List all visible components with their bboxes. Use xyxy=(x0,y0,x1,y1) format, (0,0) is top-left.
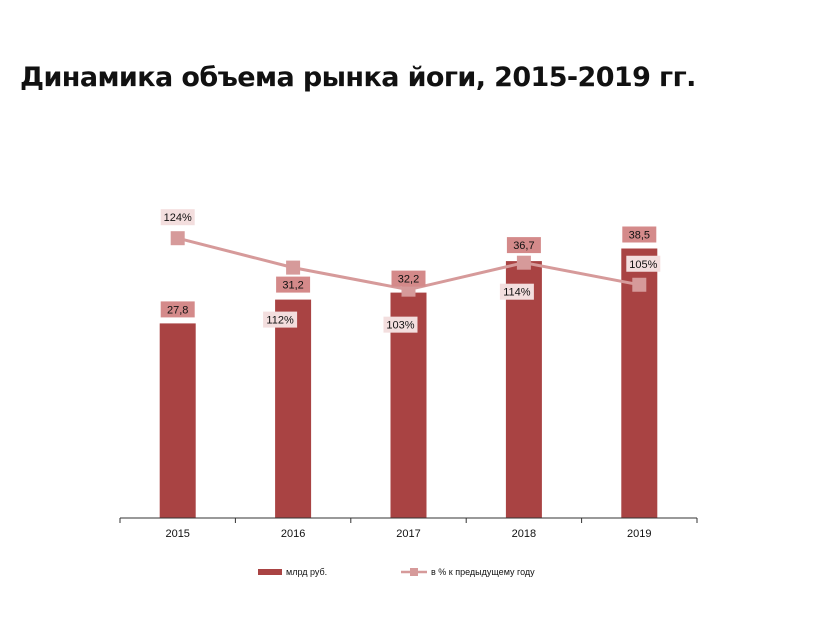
bar-label-2016: 31,2 xyxy=(282,280,303,292)
growth-marker-2015 xyxy=(170,231,185,246)
bar-label-2017-bg xyxy=(391,270,426,287)
legend-line-label: в % к предыдущему году xyxy=(431,567,535,577)
bar-label-2018: 36,7 xyxy=(513,240,534,252)
growth-label-2019: 105% xyxy=(629,259,657,271)
growth-label-2017: 103% xyxy=(386,320,414,332)
bar-2018 xyxy=(505,261,542,518)
x-axis: 2015 2016 2017 2018 2019 xyxy=(119,517,698,540)
growth-label-2017-bg xyxy=(383,316,418,333)
bar-label-2015: 27,8 xyxy=(167,304,188,316)
bar-label-2017: 32,2 xyxy=(398,274,419,286)
growth-marker-2016 xyxy=(286,260,301,275)
bar-label-2018-bg xyxy=(506,237,541,254)
bar-2015 xyxy=(159,323,196,518)
bar-label-2019: 38,5 xyxy=(629,230,650,242)
growth-label-2018: 114% xyxy=(503,287,531,299)
chart-title: Динамика объема рынка йоги, 2015-2019 гг… xyxy=(20,62,696,93)
bar-label-2015-bg xyxy=(160,301,195,318)
bar-label-2019-bg xyxy=(622,226,657,243)
x-tick-label-2019: 2019 xyxy=(627,528,651,540)
x-tick-label-2017: 2017 xyxy=(396,528,420,540)
x-tick-label-2015: 2015 xyxy=(165,528,189,540)
growth-label-2019-bg xyxy=(626,255,661,272)
bar-label-2016-bg xyxy=(276,276,311,293)
growth-label-2015-bg xyxy=(160,209,195,226)
bar-2016 xyxy=(275,299,312,518)
legend: млрд руб. в % к предыдущему году xyxy=(258,567,535,577)
growth-label-2016-bg xyxy=(263,311,298,328)
bar-2019 xyxy=(621,248,658,518)
legend-line-marker xyxy=(410,568,418,576)
legend-bar-label: млрд руб. xyxy=(286,567,327,577)
growth-marker-2018 xyxy=(516,255,531,270)
x-tick-label-2018: 2018 xyxy=(512,528,536,540)
legend-bar-swatch xyxy=(258,569,282,575)
growth-label-2018-bg xyxy=(499,283,534,300)
line-layer xyxy=(170,231,647,297)
x-tick-label-2016: 2016 xyxy=(281,528,305,540)
growth-marker-2019 xyxy=(632,277,647,292)
growth-label-2016: 112% xyxy=(266,315,294,327)
labels-layer: 27,8 31,2 32,2 36,7 38,5 124% 112% 103% 114% 105% xyxy=(160,209,661,333)
growth-label-2015: 124% xyxy=(164,212,192,224)
